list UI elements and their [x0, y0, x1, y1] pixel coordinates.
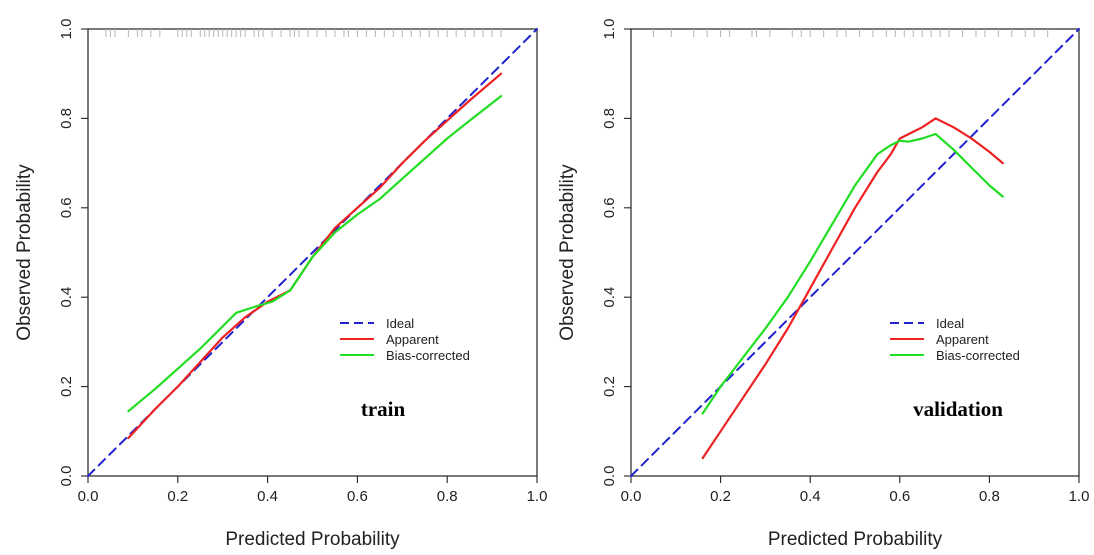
y-tick-label: 0.6	[58, 197, 75, 218]
x-tick-label: 1.0	[1069, 488, 1090, 505]
chart-panel-2: 0.0 0.2 0.4 0.6 0.8 1.0 0.0 0.2 0.4 0.6 0.8 1.0 Pred…	[557, 19, 1089, 550]
x-tick-label: 1.0	[527, 488, 548, 505]
y-tick-label: 0.2	[601, 376, 618, 397]
y-axis-title: Observed Probability	[557, 164, 578, 341]
legend-label: Bias-corrected	[936, 348, 1020, 363]
series-line-ideal	[630, 28, 1080, 477]
y-tick-label: 0.8	[601, 108, 618, 129]
series-line-apparent	[701, 117, 1004, 460]
y-tick-label: 0.4	[58, 287, 75, 308]
plot-frame	[87, 28, 538, 477]
y-tick-label: 1.0	[601, 19, 618, 40]
y-tick-label: 0.8	[58, 108, 75, 129]
chart-panel-1: 0.0 0.2 0.4 0.6 0.8 1.0 0.0 0.2 0.4 0.6 0.8 1.0 Pred…	[14, 19, 547, 550]
x-tick-label: 0.2	[710, 488, 731, 505]
x-axis-title: Predicted Probability	[225, 529, 400, 550]
y-tick-label: 0.0	[601, 466, 618, 487]
y-tick-label: 0.4	[601, 287, 618, 308]
series-line-bias-corrected	[127, 95, 503, 413]
legend-label: Bias-corrected	[386, 348, 470, 363]
legend-label: Ideal	[386, 316, 414, 331]
x-tick-label: 0.2	[167, 488, 188, 505]
x-tick-label: 0.0	[78, 488, 99, 505]
plot-frame	[630, 28, 1080, 477]
legend-label: Ideal	[936, 316, 964, 331]
x-tick-label: 0.6	[889, 488, 910, 505]
panel-annotation: validation	[913, 397, 1003, 421]
x-tick-label: 0.6	[347, 488, 368, 505]
legend-label: Apparent	[386, 332, 439, 347]
y-tick-label: 0.2	[58, 376, 75, 397]
x-tick-label: 0.4	[800, 488, 821, 505]
x-axis-title: Predicted Probability	[768, 529, 943, 550]
x-tick-label: 0.8	[979, 488, 1000, 505]
series-line-bias-corrected	[701, 132, 1004, 415]
y-tick-label: 0.0	[58, 466, 75, 487]
x-tick-label: 0.4	[257, 488, 278, 505]
x-tick-label: 0.8	[437, 488, 458, 505]
panel-annotation: train	[361, 397, 406, 421]
y-tick-label: 1.0	[58, 19, 75, 40]
y-tick-label: 0.6	[601, 197, 618, 218]
x-tick-label: 0.0	[621, 488, 642, 505]
y-axis-title: Observed Probability	[14, 164, 35, 341]
legend-label: Apparent	[936, 332, 989, 347]
